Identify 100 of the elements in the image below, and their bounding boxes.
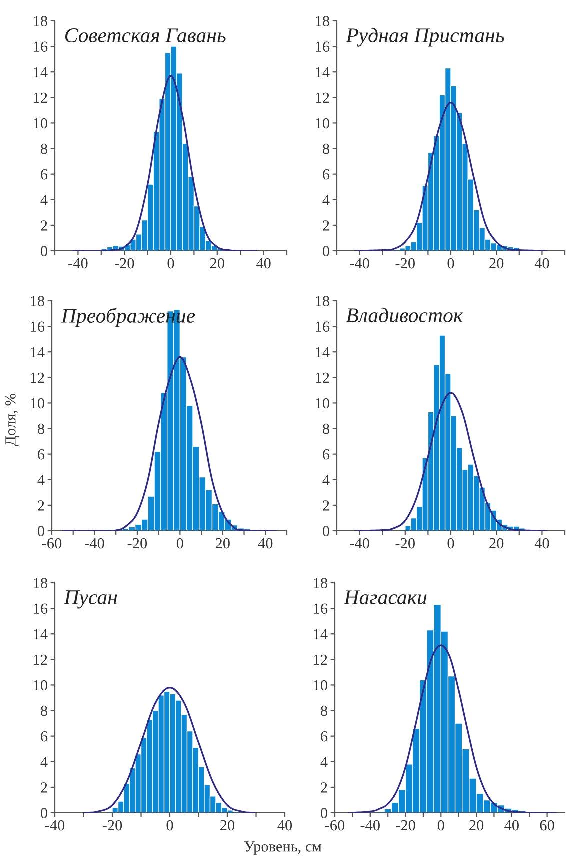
x-tick-label: 20 <box>490 538 504 549</box>
y-tick-label: 2 <box>41 782 48 793</box>
x-tick-label: 0 <box>438 820 444 831</box>
x-tick-label: -60 <box>42 538 62 549</box>
y-tick-label: 0 <box>38 526 44 536</box>
y-tick-label: 18 <box>316 16 330 26</box>
x-tick-label: -40 <box>350 538 370 549</box>
x-tick-label: 20 <box>210 258 224 269</box>
y-tick-label: 16 <box>316 42 330 52</box>
x-tick-label: 40 <box>256 258 271 269</box>
y-tick-label: 2 <box>38 500 44 511</box>
y-tick-label: 4 <box>322 195 330 206</box>
y-tick-label: 2 <box>323 500 330 511</box>
x-tick-label: -20 <box>128 538 148 549</box>
y-tick-label: 4 <box>40 757 48 768</box>
y-tick-label: 14 <box>316 347 330 358</box>
y-tick-label: 8 <box>38 424 44 434</box>
x-tick-label: 0 <box>166 820 174 831</box>
y-tick-label: 4 <box>38 475 45 486</box>
x-tick-label: -40 <box>350 258 370 269</box>
y-tick-label: 10 <box>316 398 330 409</box>
y-tick-label: 8 <box>41 706 48 716</box>
x-tick-label: -60 <box>325 820 345 831</box>
y-tick-label: 0 <box>321 808 328 818</box>
y-tick-label: 12 <box>314 654 328 665</box>
y-tick-label: 6 <box>41 170 48 180</box>
y-tick-label: 10 <box>34 118 48 129</box>
y-tick-label: 16 <box>316 322 330 332</box>
y-tick-label: 4 <box>40 195 48 206</box>
y-tick-label: 12 <box>34 654 48 665</box>
y-tick-label: 4 <box>322 475 330 486</box>
y-tick-label: 18 <box>316 296 330 306</box>
chart-title: Нагасаки <box>344 590 427 605</box>
y-tick-label: 6 <box>321 732 328 742</box>
y-tick-label: 10 <box>316 118 330 129</box>
x-tick-label: -20 <box>396 258 415 269</box>
y-tick-label: 0 <box>323 526 330 536</box>
y-tick-label: 14 <box>314 629 328 640</box>
y-tick-label: 12 <box>316 92 330 103</box>
y-tick-label: 8 <box>323 144 330 154</box>
x-tick-label: 40 <box>504 820 519 831</box>
y-tick-label: 16 <box>34 42 48 52</box>
x-tick-label: -40 <box>68 258 88 269</box>
y-tick-label: 0 <box>41 246 48 256</box>
x-tick-label: -20 <box>396 538 415 549</box>
x-tick-label: 40 <box>258 538 273 549</box>
y-tick-label: 12 <box>34 92 48 103</box>
x-tick-label: -40 <box>360 820 380 831</box>
y-tick-label: 2 <box>41 220 48 231</box>
y-tick-label: 10 <box>314 680 328 691</box>
x-tick-label: 60 <box>540 820 554 831</box>
y-tick-label: 8 <box>321 706 328 716</box>
y-tick-label: 18 <box>34 578 48 588</box>
y-tick-label: 2 <box>321 782 328 793</box>
x-axis-title: Уровень, см <box>244 842 322 855</box>
y-tick-label: 2 <box>323 220 330 231</box>
y-tick-label: 6 <box>38 450 45 460</box>
y-tick-label: 0 <box>41 808 48 818</box>
y-tick-label: 6 <box>323 450 330 460</box>
y-tick-label: 6 <box>323 170 330 180</box>
x-tick-label: 0 <box>168 258 174 269</box>
y-axis-title: Доля, % <box>6 394 19 446</box>
x-tick-label: 0 <box>448 258 454 269</box>
y-tick-label: 14 <box>316 67 330 78</box>
y-tick-label: 16 <box>34 604 48 614</box>
x-tick-label: 20 <box>490 258 504 269</box>
y-tick-label: 8 <box>323 424 330 434</box>
chart-title: Рудная Пристань <box>346 28 504 47</box>
y-tick-label: 14 <box>34 67 48 78</box>
chart-title: Советская Гавань <box>65 28 226 43</box>
x-tick-label: 20 <box>220 820 235 831</box>
y-tick-label: 18 <box>34 16 48 26</box>
y-tick-label: 4 <box>320 757 328 768</box>
y-tick-label: 14 <box>31 347 45 358</box>
y-tick-label: 18 <box>314 578 328 588</box>
y-tick-label: 12 <box>31 372 44 383</box>
x-tick-label: -20 <box>114 258 134 269</box>
y-tick-label: 8 <box>41 144 48 154</box>
x-tick-label: -20 <box>102 820 122 831</box>
x-tick-label: 20 <box>216 538 230 549</box>
y-tick-label: 12 <box>316 372 330 383</box>
chart-title: Пусан <box>64 590 118 609</box>
x-tick-label: 20 <box>470 820 484 831</box>
x-tick-label: -40 <box>45 820 65 831</box>
x-tick-label: 40 <box>534 538 550 549</box>
x-tick-label: 40 <box>278 820 292 831</box>
x-tick-label: 40 <box>534 258 550 269</box>
y-tick-label: 18 <box>31 296 44 306</box>
y-tick-label: 10 <box>34 680 48 691</box>
x-tick-label: 0 <box>176 538 184 549</box>
y-tick-label: 0 <box>323 246 330 256</box>
y-tick-label: 14 <box>34 629 48 640</box>
chart-title: Владивосток <box>346 308 464 323</box>
y-tick-label: 16 <box>314 604 328 614</box>
y-tick-label: 6 <box>41 732 48 742</box>
x-tick-label: -20 <box>396 820 416 831</box>
y-tick-label: 16 <box>31 322 45 332</box>
x-tick-label: 0 <box>448 538 454 549</box>
x-tick-label: -40 <box>85 538 104 549</box>
y-tick-label: 10 <box>31 398 44 409</box>
